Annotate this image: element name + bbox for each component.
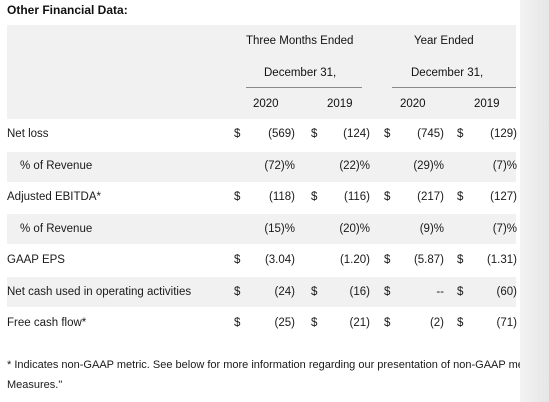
cell-q2020-currency: $ <box>234 128 241 140</box>
page-edge-shadow <box>520 0 549 402</box>
row-band <box>7 152 516 182</box>
cell-y2020-currency: $ <box>384 254 391 266</box>
cell-q2019-value: (1.20) <box>339 254 370 266</box>
header-rule-year <box>392 87 516 88</box>
cell-q2019-value: (124) <box>343 128 370 140</box>
footnote-line-1: * Indicates non-GAAP metric. See below f… <box>7 359 527 371</box>
cell-y2019-value: (60) <box>496 286 517 298</box>
row-band <box>7 214 516 244</box>
cell-y2020-value: (29)% <box>413 160 444 172</box>
cell-y2020-value: (217) <box>417 191 444 203</box>
cell-q2020-value: (3.04) <box>264 254 295 266</box>
cell-q2020-value: (25) <box>274 317 295 329</box>
cell-q2020-value: (569) <box>268 128 295 140</box>
cell-y2019-value: (7)% <box>492 223 517 235</box>
header-december-31-quarter: December 31, <box>264 67 337 79</box>
row-label: Net loss <box>7 128 49 140</box>
row-label: % of Revenue <box>20 160 93 172</box>
cell-q2020-value: (15)% <box>264 223 295 235</box>
cell-y2020-currency: $ <box>384 128 391 140</box>
cell-y2019-value: (1.31) <box>486 254 517 266</box>
row-band <box>7 277 516 307</box>
section-title: Other Financial Data: <box>7 3 128 17</box>
cell-y2019-value: (127) <box>490 191 517 203</box>
header-year-ended: Year Ended <box>414 35 474 47</box>
cell-q2019-value: (20)% <box>339 223 370 235</box>
header-year-2020-quarter: 2020 <box>253 98 279 110</box>
row-label: Net cash used in operating activities <box>7 286 192 298</box>
cell-q2020-value: (72)% <box>264 160 295 172</box>
cell-y2020-value: (2) <box>429 317 444 329</box>
cell-q2019-currency: $ <box>311 128 318 140</box>
cell-q2020-currency: $ <box>234 254 241 266</box>
header-band <box>7 25 516 119</box>
footnote: * Indicates non-GAAP metric. See below f… <box>7 355 527 395</box>
cell-q2019-value: (16) <box>349 286 370 298</box>
cell-q2019-value: (116) <box>344 191 370 203</box>
cell-y2020-currency: $ <box>384 191 391 203</box>
financial-document: Other Financial Data: Three Months Ended… <box>7 3 527 391</box>
header-year-2020-year: 2020 <box>400 98 426 110</box>
cell-y2019-value: (129) <box>490 128 517 140</box>
row-label: % of Revenue <box>20 223 93 235</box>
cell-q2019-currency: $ <box>311 191 318 203</box>
cell-q2020-currency: $ <box>234 286 241 298</box>
cell-y2020-value: (745) <box>417 128 444 140</box>
cell-y2019-currency: $ <box>457 317 464 329</box>
cell-y2019-currency: $ <box>457 191 464 203</box>
cell-y2019-currency: $ <box>457 286 464 298</box>
header-december-31-year: December 31, <box>411 67 484 79</box>
footnote-line-2: Measures." <box>7 379 63 391</box>
cell-y2020-currency: $ <box>384 286 391 298</box>
row-label: Free cash flow* <box>7 317 87 329</box>
row-label: GAAP EPS <box>7 254 65 266</box>
header-year-2019-year: 2019 <box>474 98 500 110</box>
cell-q2020-value: (24) <box>274 286 295 298</box>
cell-q2019-currency: $ <box>311 286 318 298</box>
header-three-months: Three Months Ended <box>246 35 354 47</box>
cell-y2020-currency: $ <box>384 317 391 329</box>
header-rule-quarter <box>246 87 362 88</box>
cell-q2020-currency: $ <box>234 191 241 203</box>
cell-y2019-currency: $ <box>457 128 464 140</box>
cell-y2019-value: (71) <box>496 317 517 329</box>
cell-q2019-currency: $ <box>311 317 318 329</box>
cell-y2020-value: (9)% <box>419 223 444 235</box>
cell-q2019-value: (22)% <box>339 160 370 172</box>
cell-y2020-value: (5.87) <box>413 254 444 266</box>
cell-y2019-currency: $ <box>457 254 464 266</box>
cell-y2019-value: (7)% <box>492 160 517 172</box>
row-label: Adjusted EBITDA* <box>7 191 101 203</box>
cell-q2019-value: (21) <box>349 317 370 329</box>
cell-q2020-value: (118) <box>269 191 295 203</box>
header-year-2019-quarter: 2019 <box>327 98 353 110</box>
cell-q2020-currency: $ <box>234 317 241 329</box>
cell-y2020-value: -- <box>436 286 444 298</box>
